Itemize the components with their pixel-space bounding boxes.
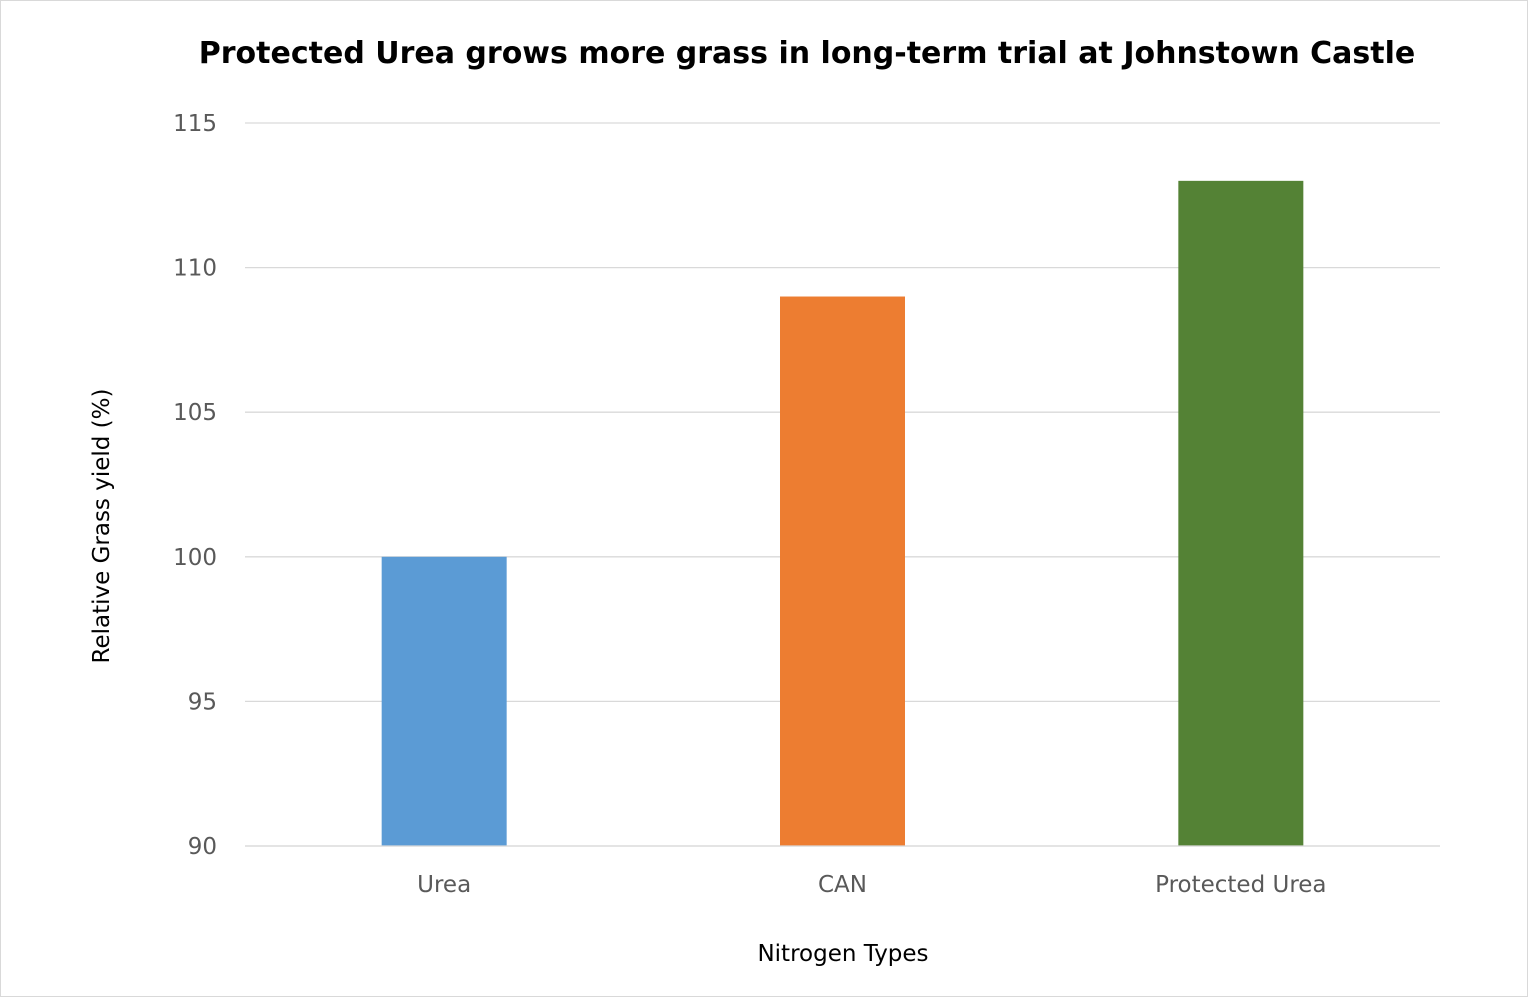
x-axis-title: Nitrogen Types — [757, 941, 928, 967]
bars — [245, 180, 1440, 847]
bar-protected-urea — [1178, 180, 1304, 847]
y-tick-label-100: 100 — [173, 545, 217, 571]
x-tick-label-can: CAN — [818, 872, 867, 898]
bar-urea — [381, 556, 507, 846]
y-tick-label-90: 90 — [188, 834, 217, 860]
y-tick-label-95: 95 — [188, 689, 217, 715]
x-axis-ticks: Urea CAN Protected Urea — [417, 872, 1326, 898]
y-axis-title: Relative Grass yield (%) — [89, 389, 115, 664]
bar-can — [780, 296, 905, 846]
y-tick-label-105: 105 — [173, 400, 217, 426]
y-axis-ticks: 90 95 100 105 110 115 — [173, 111, 217, 860]
x-tick-label-urea: Urea — [417, 872, 471, 898]
y-tick-label-115: 115 — [173, 111, 217, 137]
x-tick-label-protected-urea: Protected Urea — [1155, 872, 1326, 898]
chart-title: Protected Urea grows more grass in long-… — [199, 36, 1415, 71]
y-tick-label-110: 110 — [173, 256, 217, 282]
